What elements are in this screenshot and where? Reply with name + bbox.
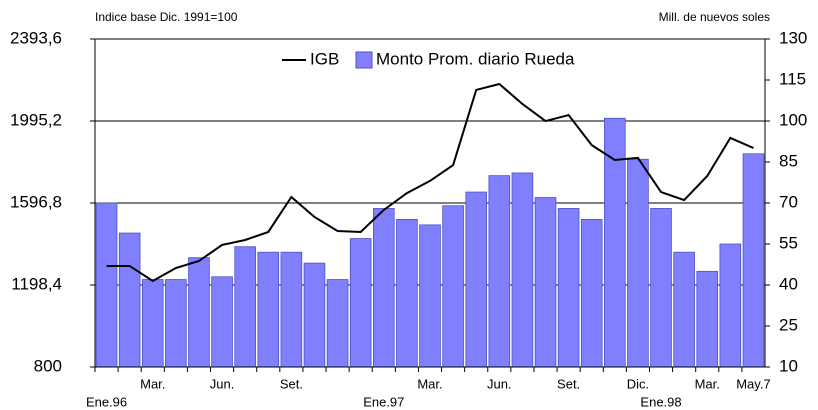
bar <box>372 208 395 368</box>
bar <box>580 218 603 368</box>
x-tick-label: May.7 <box>736 376 770 391</box>
bar <box>141 279 164 368</box>
y2-tick-label: 115 <box>779 69 806 88</box>
bar <box>396 218 418 368</box>
bar <box>118 232 141 368</box>
legend-label: IGB <box>310 49 339 68</box>
bar <box>211 276 233 368</box>
bar <box>349 238 372 368</box>
bar <box>696 270 719 368</box>
x-tick-label: Ene.98 <box>640 394 681 409</box>
x-tick-label: Dic. <box>627 376 649 391</box>
x-tick-label: Ene.96 <box>86 394 127 409</box>
y2-tick-label: 10 <box>779 356 798 375</box>
y-tick-label: 1596,8 <box>10 192 62 211</box>
legend-label: Monto Prom. diario Rueda <box>376 49 575 68</box>
bar <box>280 251 303 368</box>
bar <box>511 172 534 368</box>
y2-tick-label: 25 <box>779 315 798 334</box>
bar <box>742 153 765 368</box>
bar <box>650 208 672 368</box>
left-axis-label: Indice base Dic. 1991=100 <box>95 10 238 24</box>
x-tick-label: Mar. <box>695 376 720 391</box>
bar <box>419 224 441 368</box>
x-tick-label: Set. <box>557 376 580 391</box>
bar <box>465 191 488 368</box>
plot-frame <box>94 38 766 368</box>
bar <box>442 205 464 368</box>
y2-tick-label: 70 <box>779 192 798 211</box>
bar <box>673 251 695 368</box>
x-tick-label: Set. <box>280 376 303 391</box>
y2-tick-label: 100 <box>779 110 807 129</box>
bar <box>257 251 280 368</box>
x-tick-label: Mar. <box>417 376 442 391</box>
bar <box>188 257 210 368</box>
bar <box>534 197 557 368</box>
bar <box>557 208 580 368</box>
bar <box>234 246 256 368</box>
x-tick-label: Jun. <box>487 376 512 391</box>
y-tick-label: 2393,6 <box>10 28 62 47</box>
y2-tick-label: 55 <box>779 233 798 252</box>
x-tick-label: Jun. <box>210 376 235 391</box>
bar <box>165 279 187 368</box>
y2-tick-label: 130 <box>779 28 807 47</box>
y2-tick-label: 40 <box>779 274 798 293</box>
bar <box>95 202 118 368</box>
line <box>106 82 754 283</box>
bar <box>326 279 349 368</box>
bar <box>488 175 511 368</box>
right-axis-label: Mill. de nuevos soles <box>659 10 770 24</box>
y-tick-label: 1198,4 <box>11 274 62 293</box>
x-tick-label: Ene.97 <box>363 394 404 409</box>
bar <box>303 262 326 368</box>
y-tick-label: 1995,2 <box>10 110 62 129</box>
bar <box>627 158 649 368</box>
x-tick-label: Mar. <box>140 376 165 391</box>
bar <box>719 243 742 368</box>
y2-tick-label: 85 <box>779 151 798 170</box>
legend-swatch <box>355 51 373 69</box>
y-tick-label: 800 <box>34 356 62 375</box>
